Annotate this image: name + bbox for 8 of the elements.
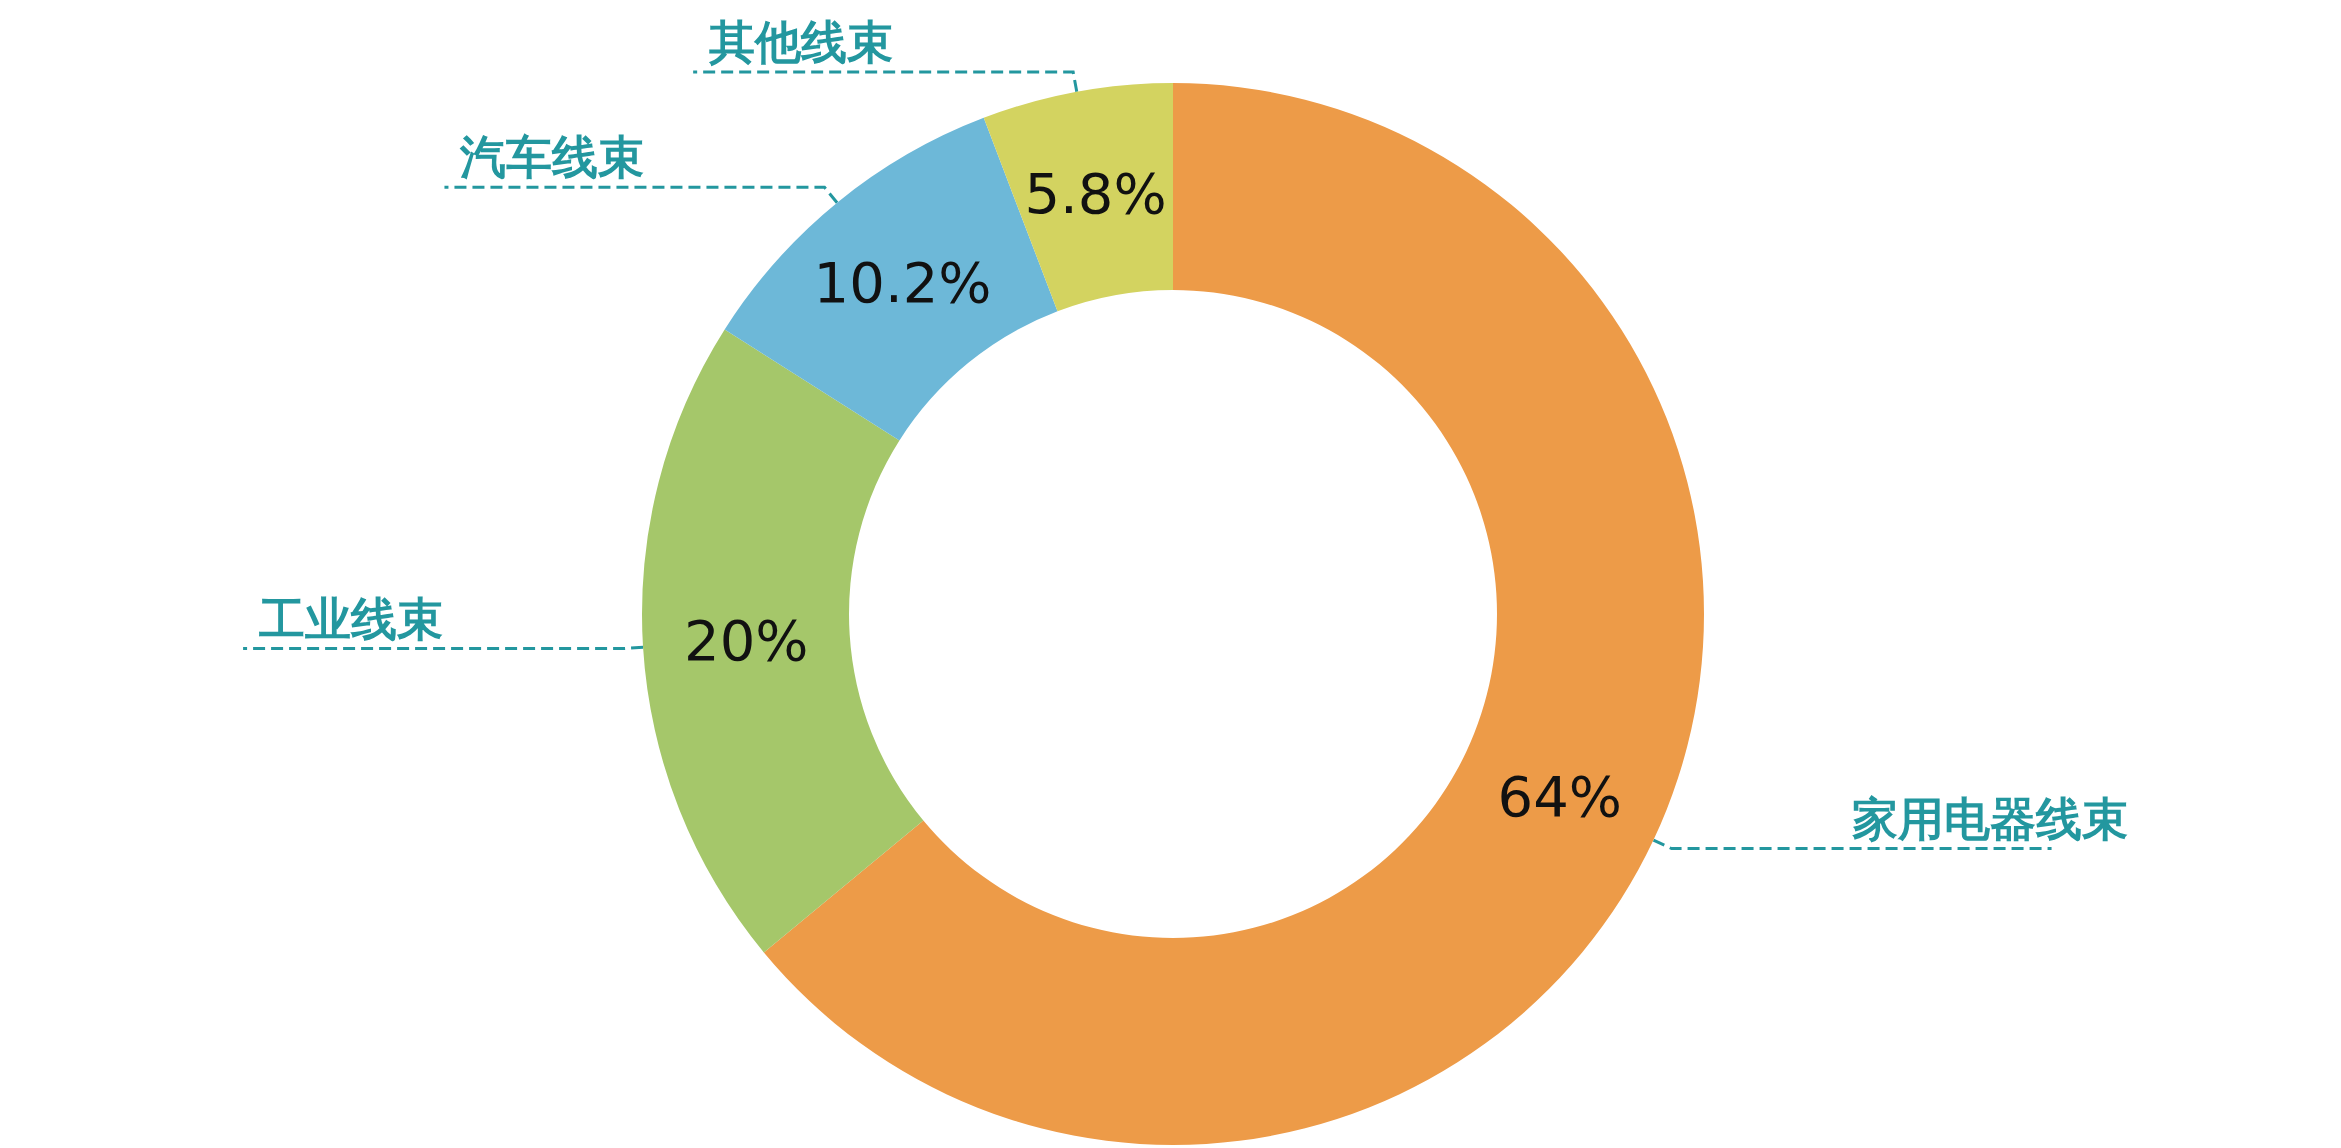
slice-label: 工业线束 xyxy=(259,591,444,646)
data-label: 20% xyxy=(684,608,809,674)
slice-label: 汽车线束 xyxy=(459,130,645,185)
data-label: 10.2% xyxy=(813,250,992,316)
slice-label: 家用电器线束 xyxy=(1851,791,2128,846)
slice-label: 其他线束 xyxy=(708,15,894,70)
data-label: 64% xyxy=(1497,763,1623,829)
data-label: 5.8% xyxy=(1024,161,1167,227)
